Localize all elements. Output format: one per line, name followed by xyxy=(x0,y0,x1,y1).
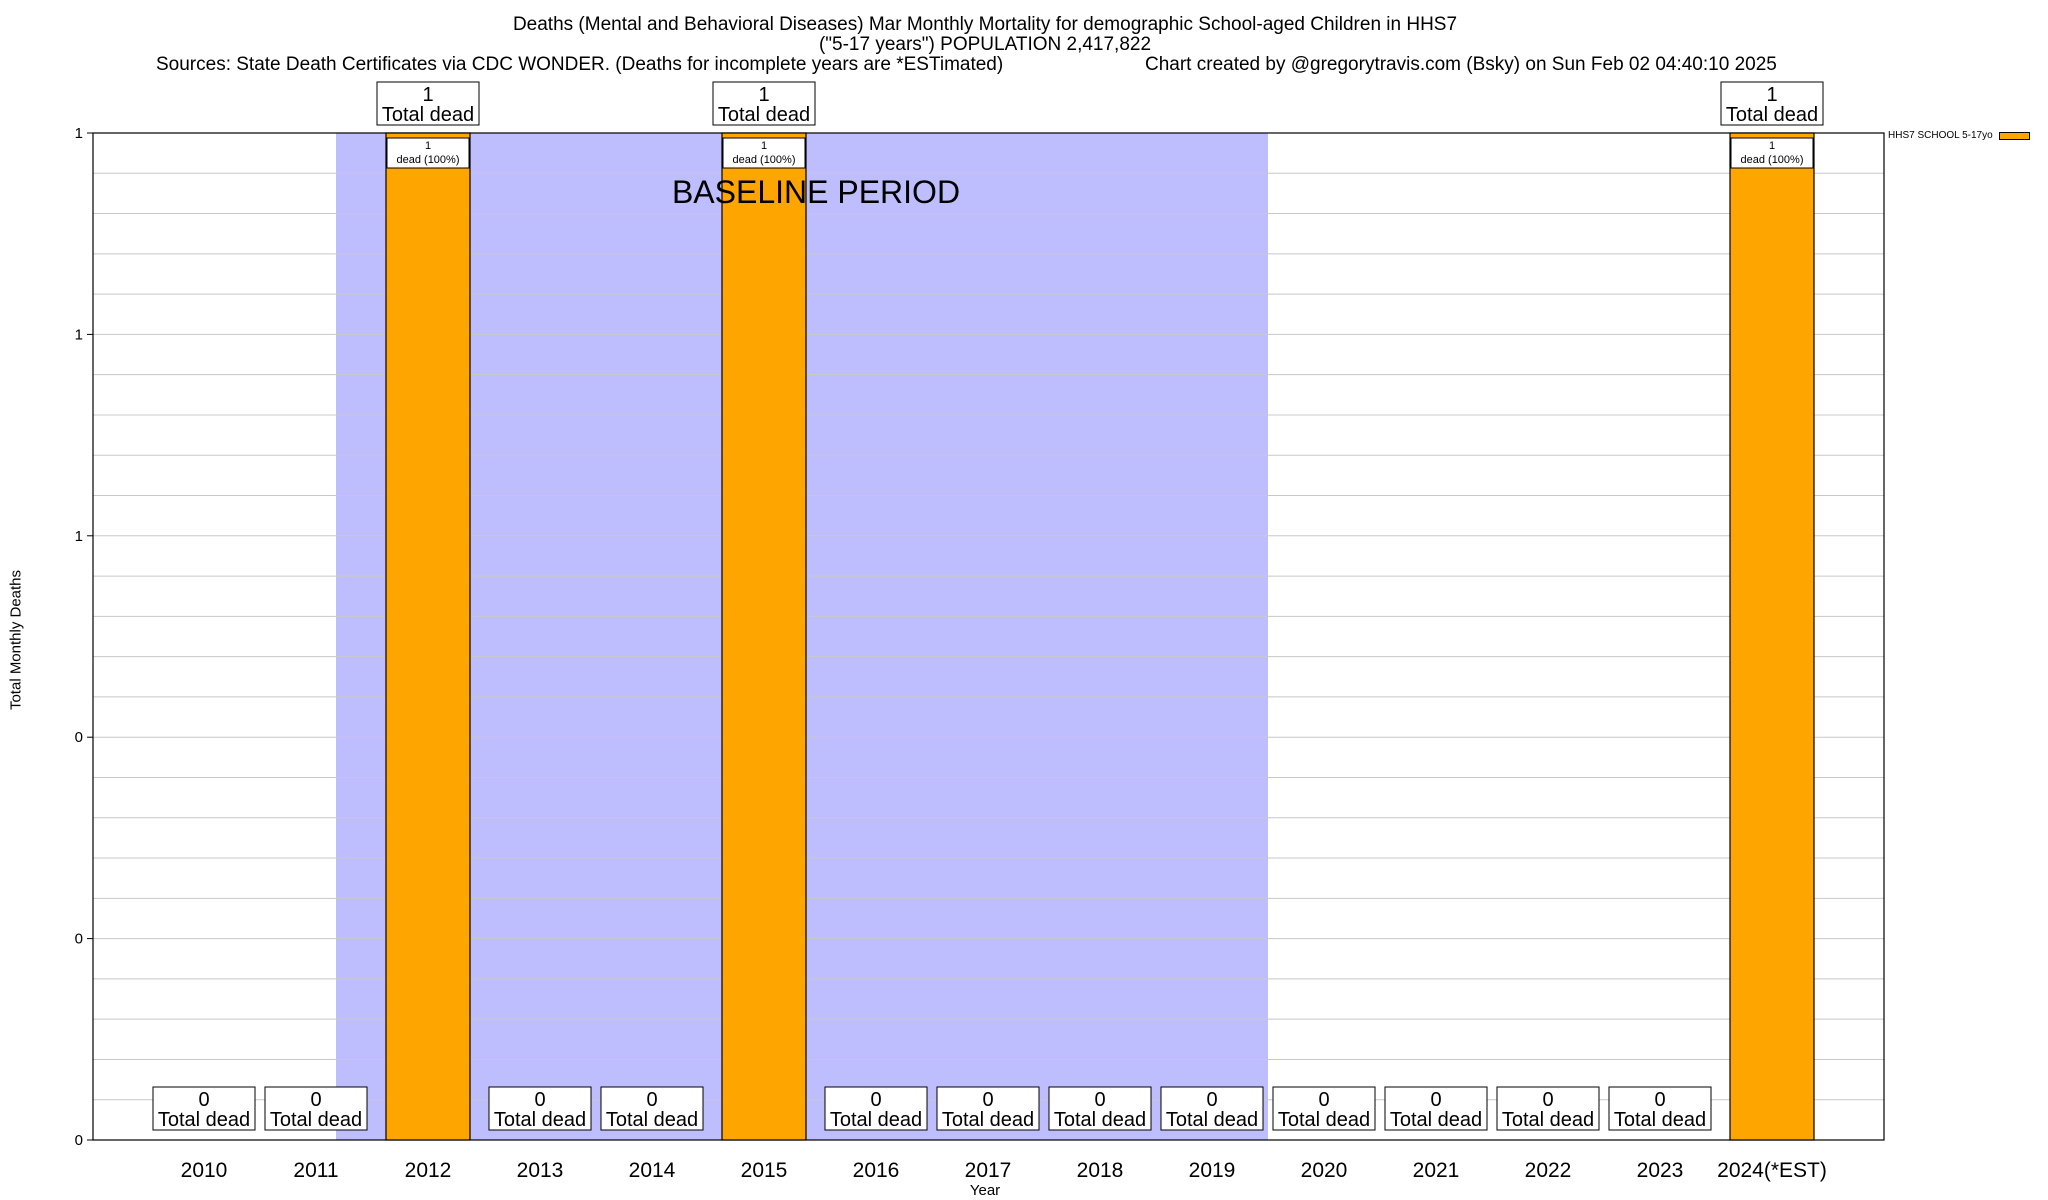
total-value-label: 0 xyxy=(198,1089,209,1111)
bar-value-label: 1 xyxy=(761,140,767,152)
total-label-box xyxy=(152,1086,256,1131)
total-label-box xyxy=(712,81,816,126)
bar-percent-label: dead (100%) xyxy=(397,154,460,166)
x-tick-label: 2023 xyxy=(1637,1159,1684,1182)
bar-percent-label: dead (100%) xyxy=(733,154,796,166)
total-text-label: Total dead xyxy=(830,1109,922,1131)
total-value-label: 0 xyxy=(870,1089,881,1111)
total-label-box xyxy=(824,1086,928,1131)
total-text-label: Total dead xyxy=(382,104,474,126)
total-label-box xyxy=(936,1086,1040,1131)
total-value-label: 1 xyxy=(422,84,433,106)
total-value-label: 0 xyxy=(982,1089,993,1111)
bar-label-box xyxy=(722,137,806,169)
total-value-label: 0 xyxy=(1318,1089,1329,1111)
total-value-label: 1 xyxy=(1766,84,1777,106)
total-text-label: Total dead xyxy=(1054,1109,1146,1131)
total-label-box xyxy=(1272,1086,1376,1131)
credit-note: Chart created by @gregorytravis.com (Bsk… xyxy=(1145,54,1777,75)
total-label-box xyxy=(1160,1086,1264,1131)
total-text-label: Total dead xyxy=(1390,1109,1482,1131)
y-tick-label: 0 xyxy=(75,931,83,948)
chart-title: Deaths (Mental and Behavioral Diseases) … xyxy=(512,14,1458,35)
y-tick-label: 1 xyxy=(75,326,83,343)
legend: HHS7 SCHOOL 5-17yo xyxy=(1888,130,2030,141)
total-label-box xyxy=(1048,1086,1152,1131)
total-value-label: 0 xyxy=(1542,1089,1553,1111)
x-tick-label: 2012 xyxy=(405,1159,452,1182)
total-text-label: Total dead xyxy=(1614,1109,1706,1131)
x-tick-label: 2013 xyxy=(517,1159,564,1182)
x-tick-label: 2016 xyxy=(853,1159,900,1182)
total-label-box xyxy=(1384,1086,1488,1131)
total-label-box xyxy=(264,1086,368,1131)
x-tick-label: 2010 xyxy=(181,1159,228,1182)
total-text-label: Total dead xyxy=(1502,1109,1594,1131)
total-value-label: 0 xyxy=(646,1089,657,1111)
x-tick-label: 2017 xyxy=(965,1159,1012,1182)
x-tick-label: 2020 xyxy=(1301,1159,1348,1182)
total-label-box xyxy=(488,1086,592,1131)
x-tick-label: 2014 xyxy=(629,1159,676,1182)
total-text-label: Total dead xyxy=(1278,1109,1370,1131)
y-axis-label: Total Monthly Deaths xyxy=(7,569,25,711)
total-value-label: 0 xyxy=(1430,1089,1441,1111)
bar xyxy=(1729,132,1815,1141)
total-label-box xyxy=(1608,1086,1712,1131)
bar xyxy=(721,132,807,1141)
x-tick-label: 2024(*EST) xyxy=(1717,1159,1827,1182)
baseline-period-label: BASELINE PERIOD xyxy=(672,174,960,210)
total-value-label: 0 xyxy=(1206,1089,1217,1111)
total-value-label: 0 xyxy=(1654,1089,1665,1111)
total-text-label: Total dead xyxy=(1166,1109,1258,1131)
bar-value-label: 1 xyxy=(425,140,431,152)
total-label-box xyxy=(1720,81,1824,126)
y-tick-label: 0 xyxy=(75,1132,83,1149)
total-text-label: Total dead xyxy=(718,104,810,126)
bar-label-box xyxy=(386,137,470,169)
plot-frame xyxy=(92,132,1885,1141)
total-text-label: Total dead xyxy=(606,1109,698,1131)
total-label-box xyxy=(600,1086,704,1131)
total-text-label: Total dead xyxy=(942,1109,1034,1131)
total-value-label: 0 xyxy=(310,1089,321,1111)
total-text-label: Total dead xyxy=(1726,104,1818,126)
bar xyxy=(385,132,471,1141)
x-tick-label: 2022 xyxy=(1525,1159,1572,1182)
bar-value-label: 1 xyxy=(1769,140,1775,152)
bar-percent-label: dead (100%) xyxy=(1741,154,1804,166)
x-tick-label: 2021 xyxy=(1413,1159,1460,1182)
x-tick-label: 2015 xyxy=(741,1159,788,1182)
total-text-label: Total dead xyxy=(270,1109,362,1131)
bar-label-box xyxy=(1730,137,1814,169)
total-value-label: 0 xyxy=(1094,1089,1105,1111)
x-tick-label: 2018 xyxy=(1077,1159,1124,1182)
sources-note: Sources: State Death Certificates via CD… xyxy=(156,54,1004,75)
total-text-label: Total dead xyxy=(494,1109,586,1131)
x-axis-label: Year xyxy=(969,1182,1001,1199)
chart-subtitle: ("5-17 years") POPULATION 2,417,822 xyxy=(818,34,1152,55)
y-tick-label: 1 xyxy=(75,125,83,142)
y-tick-label: 0 xyxy=(75,729,83,746)
y-tick-label: 1 xyxy=(75,528,83,545)
x-tick-label: 2011 xyxy=(293,1159,338,1182)
legend-label: HHS7 SCHOOL 5-17yo xyxy=(1888,130,1993,141)
x-tick-label: 2019 xyxy=(1189,1159,1236,1182)
total-value-label: 0 xyxy=(534,1089,545,1111)
legend-swatch xyxy=(1998,131,2030,140)
total-label-box xyxy=(1496,1086,1600,1131)
total-label-box xyxy=(376,81,480,126)
total-text-label: Total dead xyxy=(158,1109,250,1131)
total-value-label: 1 xyxy=(758,84,769,106)
